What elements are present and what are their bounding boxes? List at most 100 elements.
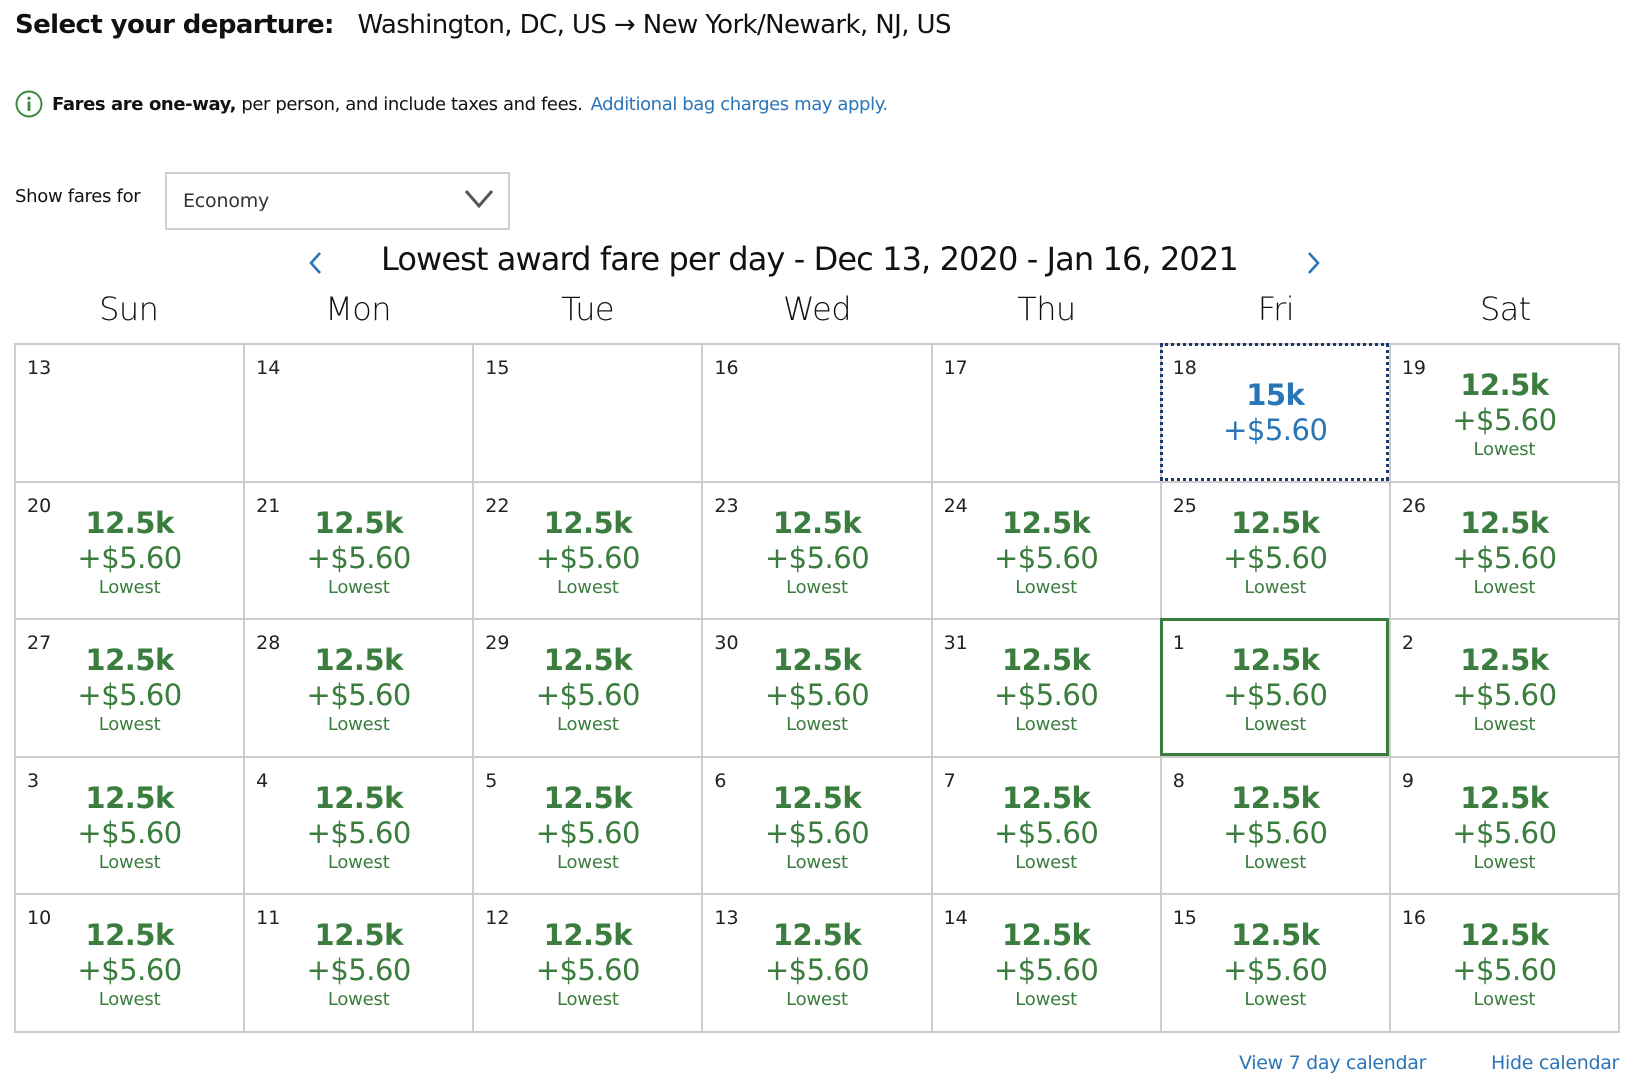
calendar-day-cell[interactable]: 3 12.5k +$5.60 Lowest [16, 757, 246, 896]
calendar-day-cell[interactable]: 10 12.5k +$5.60 Lowest [16, 895, 246, 1033]
fare-taxes: +$5.60 [764, 540, 870, 575]
lowest-badge: Lowest [556, 576, 619, 598]
lowest-badge: Lowest [1015, 576, 1078, 598]
calendar-day-cell[interactable]: 14 [245, 345, 475, 483]
fare-taxes: +$5.60 [764, 678, 870, 713]
calendar-day-cell[interactable]: 23 12.5k +$5.60 Lowest [703, 482, 933, 621]
lowest-badge: Lowest [786, 714, 848, 736]
fare-taxes: +$5.60 [77, 953, 182, 988]
calendar-day-cell[interactable]: 16 12.5k +$5.60 Lowest [1390, 895, 1620, 1033]
calendar-day-cell[interactable]: 7 12.5k +$5.60 Lowest [932, 757, 1162, 896]
fare-taxes: +$5.60 [535, 540, 641, 575]
day-number: 9 [1401, 769, 1414, 792]
fare-miles: 12.5k [1001, 918, 1091, 953]
calendar-day-cell[interactable]: 31 12.5k +$5.60 Lowest [932, 620, 1162, 758]
fare-taxes: +$5.60 [77, 540, 182, 575]
calendar-day-cell[interactable]: 8 12.5k +$5.60 Lowest [1161, 757, 1391, 896]
calendar-day-cell[interactable]: 28 12.5k +$5.60 Lowest [245, 620, 475, 758]
fare-miles: 12.5k [543, 918, 633, 953]
calendar-day-cell[interactable]: 17 [932, 345, 1162, 483]
calendar-day-cell[interactable]: 12 12.5k +$5.60 Lowest [474, 895, 704, 1033]
day-number: 27 [27, 632, 52, 655]
fare-info: 12.5k +$5.60 Lowest [245, 505, 472, 601]
chevron-right-icon[interactable] [1302, 248, 1324, 278]
fare-miles: 12.5k [85, 780, 174, 815]
calendar-day-cell[interactable]: 19 12.5k +$5.60 Lowest [1390, 345, 1620, 483]
fare-info: 12.5k +$5.60 Lowest [245, 642, 472, 738]
day-number: 13 [27, 357, 52, 379]
fare-info: 12.5k +$5.60 Lowest [1391, 780, 1618, 876]
fare-info: 12.5k +$5.60 Lowest [474, 780, 701, 876]
fare-miles: 12.5k [85, 643, 174, 678]
bag-charges-link[interactable]: Additional bag charges may apply. [590, 93, 889, 115]
calendar-day-cell[interactable]: 25 12.5k +$5.60 Lowest [1161, 482, 1391, 621]
cabin-class-value: Economy [183, 190, 270, 212]
fare-info: 12.5k +$5.60 Lowest [16, 917, 243, 1013]
day-number: 29 [485, 632, 510, 655]
view-7-day-calendar-link[interactable]: View 7 day calendar [1239, 1052, 1427, 1074]
calendar-day-cell[interactable]: 27 12.5k +$5.60 Lowest [16, 620, 246, 758]
calendar-day-cell[interactable]: 30 12.5k +$5.60 Lowest [703, 620, 933, 758]
fare-miles: 12.5k [772, 643, 862, 678]
day-number: 26 [1401, 494, 1427, 517]
fare-info: 12.5k +$5.60 Lowest [1162, 780, 1389, 876]
day-number: 14 [943, 907, 968, 930]
fare-miles: 12.5k [1001, 780, 1091, 815]
calendar-day-cell[interactable]: 18 15k +$5.60 [1159, 343, 1391, 483]
fare-taxes: +$5.60 [535, 678, 641, 713]
fare-taxes: +$5.60 [993, 540, 1099, 575]
calendar-day-cell[interactable]: 14 12.5k +$5.60 Lowest [932, 895, 1162, 1033]
day-number: 16 [714, 357, 739, 379]
cabin-class-select[interactable]: Economy [165, 172, 510, 230]
calendar-day-cell[interactable]: 13 [16, 345, 246, 483]
lowest-badge: Lowest [786, 576, 848, 598]
hide-calendar-link[interactable]: Hide calendar [1491, 1052, 1620, 1074]
fare-info: 12.5k +$5.60 Lowest [1391, 367, 1618, 463]
fare-info: 12.5k +$5.60 Lowest [933, 642, 1160, 738]
dow-wed: Wed [783, 290, 852, 328]
calendar-day-cell[interactable]: 26 12.5k +$5.60 Lowest [1390, 482, 1620, 621]
fare-taxes: +$5.60 [77, 678, 182, 713]
calendar-day-cell[interactable]: 21 12.5k +$5.60 Lowest [245, 482, 475, 621]
calendar-day-cell[interactable]: 15 [474, 345, 704, 483]
day-number: 23 [714, 494, 739, 517]
fare-miles: 12.5k [772, 780, 862, 815]
calendar-day-cell[interactable]: 5 12.5k +$5.60 Lowest [474, 757, 704, 896]
lowest-badge: Lowest [1473, 851, 1536, 873]
day-number: 17 [943, 357, 968, 379]
calendar-day-cell[interactable]: 15 12.5k +$5.60 Lowest [1161, 895, 1391, 1033]
lowest-badge: Lowest [786, 851, 848, 873]
calendar-title-row: Lowest award fare per day - Dec 13, 2020… [0, 240, 1638, 285]
fare-miles: 12.5k [314, 505, 404, 540]
fare-info: 12.5k +$5.60 Lowest [703, 917, 930, 1013]
fare-info: 12.5k +$5.60 Lowest [933, 505, 1160, 601]
fare-miles: 12.5k [1001, 505, 1091, 540]
calendar-day-cell[interactable]: 22 12.5k +$5.60 Lowest [474, 482, 704, 621]
fare-info: 15k +$5.60 [1162, 377, 1389, 447]
lowest-badge: Lowest [1244, 714, 1307, 736]
fare-notice: Fares are one-way, per person, and inclu… [15, 90, 888, 118]
fare-taxes: +$5.60 [993, 815, 1099, 850]
calendar-day-cell[interactable]: 6 12.5k +$5.60 Lowest [703, 757, 933, 896]
chevron-left-icon[interactable] [305, 248, 327, 278]
calendar-day-cell[interactable]: 2 12.5k +$5.60 Lowest [1390, 620, 1620, 758]
fare-info: 12.5k +$5.60 Lowest [703, 505, 930, 601]
calendar-day-cell[interactable]: 13 12.5k +$5.60 Lowest [703, 895, 933, 1033]
calendar-day-cell[interactable]: 24 12.5k +$5.60 Lowest [932, 482, 1162, 621]
calendar-day-cell[interactable]: 11 12.5k +$5.60 Lowest [245, 895, 475, 1033]
calendar-day-cell[interactable]: 9 12.5k +$5.60 Lowest [1390, 757, 1620, 896]
calendar-day-cell[interactable]: 16 [703, 345, 933, 483]
calendar-day-cell[interactable]: 29 12.5k +$5.60 Lowest [474, 620, 704, 758]
day-number: 16 [1401, 907, 1427, 930]
fare-miles: 12.5k [1460, 643, 1549, 678]
calendar-grid: 13 14 15 16 17 18 15k +$5.60 19 12.5k +$5.60 Lowest… [14, 343, 1620, 1033]
day-number: 5 [485, 769, 498, 792]
calendar-day-cell[interactable]: 20 12.5k +$5.60 Lowest [16, 482, 246, 621]
calendar-day-cell[interactable]: 4 12.5k +$5.60 Lowest [245, 757, 475, 896]
day-number: 13 [714, 907, 739, 930]
calendar-day-cell[interactable]: 1 12.5k +$5.60 Lowest [1159, 618, 1391, 758]
fare-info: 12.5k +$5.60 Lowest [16, 642, 243, 738]
day-number: 4 [256, 769, 269, 792]
lowest-badge: Lowest [327, 851, 390, 873]
dow-thu: Thu [1017, 290, 1076, 328]
